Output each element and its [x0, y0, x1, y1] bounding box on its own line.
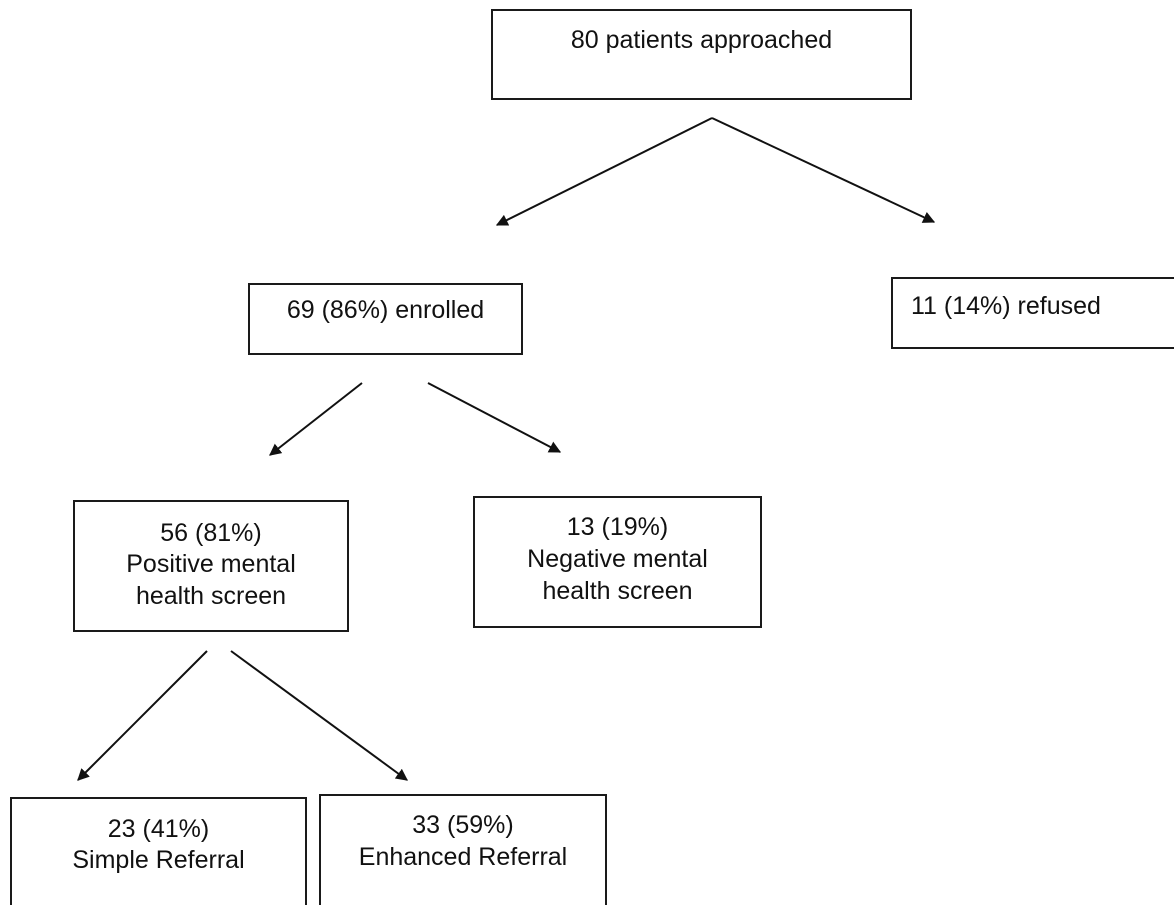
arrow-approached-to-enrolled — [495, 117, 713, 226]
node-negative-line-1: 13 (19%) — [566, 513, 669, 541]
arrow-approached-to-refused — [711, 117, 936, 223]
node-negative-line-2: Negative mental — [527, 545, 708, 573]
node-negative-line-3: health screen — [542, 577, 693, 605]
node-positive-line-2: Positive mental — [126, 550, 296, 578]
node-enrolled — [248, 283, 523, 355]
node-simple-line-2: Simple Referral — [72, 846, 245, 874]
node-enhanced-line-2: Enhanced Referral — [358, 843, 568, 871]
arrow-enrolled-to-positive — [269, 382, 363, 456]
node-enhanced — [319, 794, 607, 905]
node-refused-label: 11 (14%) refused — [911, 292, 1101, 320]
arrow-positive-to-simple — [77, 650, 208, 781]
node-approached — [491, 9, 912, 100]
arrow-enrolled-to-negative — [427, 382, 562, 453]
node-positive — [73, 500, 349, 632]
node-enhanced-line-1: 33 (59%) — [412, 811, 514, 839]
node-approached-label: 80 patients approached — [570, 26, 833, 54]
node-simple — [10, 797, 307, 905]
arrow-positive-to-enhanced — [230, 650, 408, 781]
node-refused — [891, 277, 1174, 349]
node-negative — [473, 496, 762, 628]
node-enrolled-label: 69 (86%) enrolled — [286, 296, 485, 324]
node-positive-line-1: 56 (81%) — [160, 519, 262, 547]
node-positive-line-3: health screen — [135, 582, 287, 610]
node-simple-line-1: 23 (41%) — [107, 815, 210, 843]
